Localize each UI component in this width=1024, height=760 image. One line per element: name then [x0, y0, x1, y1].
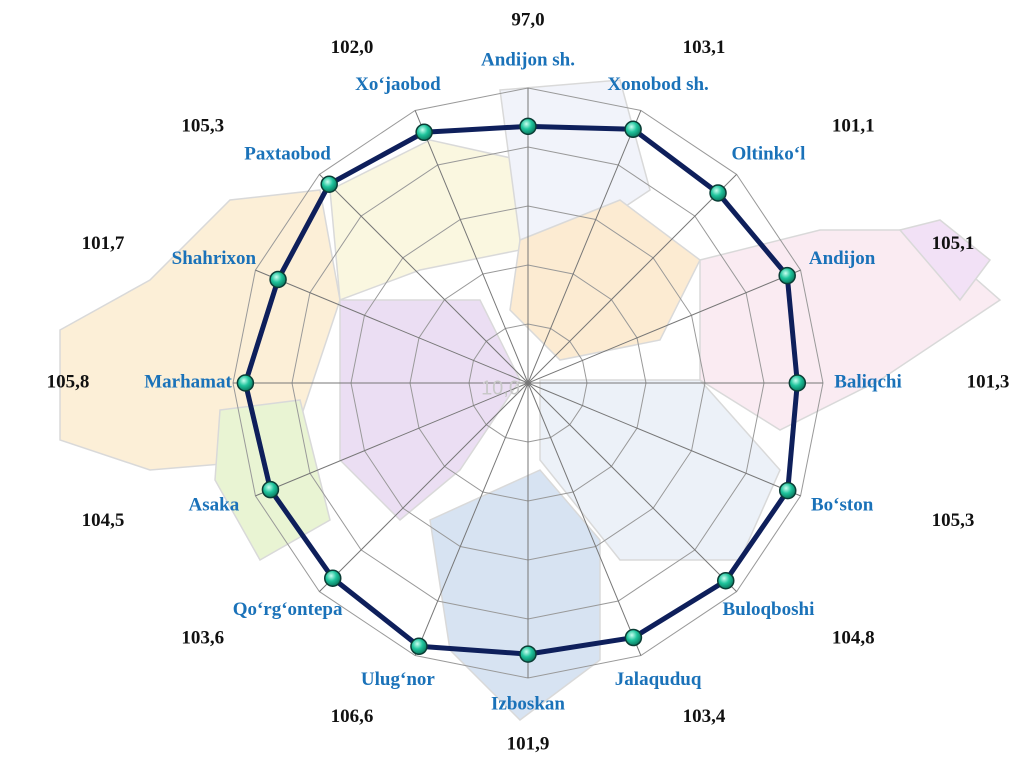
category-label: Marhamat: [144, 371, 232, 392]
value-label: 102,0: [331, 37, 374, 58]
category-label: Qo‘rg‘ontepa: [233, 599, 343, 620]
grid-spoke: [527, 382, 801, 497]
grid-spoke: [527, 174, 737, 384]
grid-spoke: [527, 269, 801, 384]
category-label: Buloqboshi: [722, 599, 814, 620]
value-label: 101,3: [967, 371, 1010, 392]
radar-grid: [232, 87, 824, 679]
category-label: Andijon: [809, 248, 876, 269]
marker: [778, 266, 796, 285]
grid-spoke: [414, 382, 529, 656]
value-label: 105,3: [932, 510, 975, 531]
category-label: Bo‘ston: [811, 495, 874, 516]
value-label: 104,5: [82, 510, 125, 531]
category-label: Jalaquduq: [615, 669, 702, 690]
marker: [410, 637, 428, 656]
grid-spoke: [527, 382, 737, 592]
grid-spoke: [319, 174, 529, 384]
marker: [788, 374, 807, 392]
category-label: Xo‘jaobod: [355, 74, 441, 95]
category-label: Xonobod sh.: [607, 74, 708, 95]
category-label: Oltinko‘l: [731, 144, 805, 165]
marker: [261, 480, 280, 499]
value-label: 103,1: [683, 37, 726, 58]
grid-spoke: [414, 110, 529, 384]
grid-spoke: [255, 269, 529, 384]
marker: [320, 175, 338, 193]
value-label: 101,7: [82, 233, 125, 254]
value-label: 103,6: [181, 627, 224, 648]
marker: [519, 645, 537, 663]
value-label: 105,8: [47, 371, 90, 392]
series: [236, 117, 807, 663]
category-label: Izboskan: [491, 693, 565, 714]
category-label: Ulug‘nor: [361, 669, 435, 690]
marker: [709, 184, 727, 202]
category-label: Asaka: [189, 495, 240, 516]
marker: [778, 481, 797, 500]
marker: [519, 117, 537, 136]
marker: [269, 270, 287, 289]
value-label: 101,9: [507, 733, 550, 754]
labels: 10,0 Andijon sh. 97,0 Xonobod sh. 103,1 Oltin…: [47, 9, 1010, 754]
value-label: 105,3: [181, 115, 224, 136]
grid-spoke: [319, 382, 529, 592]
marker: [624, 628, 643, 647]
marker: [415, 123, 433, 142]
grid-spoke: [255, 382, 529, 497]
value-label: 101,1: [832, 115, 875, 136]
grid-spoke: [527, 110, 642, 384]
value-label: 106,6: [331, 706, 374, 727]
marker: [624, 120, 642, 139]
value-label: 105,1: [932, 233, 975, 254]
marker: [716, 571, 735, 590]
background-map: [59, 79, 1002, 721]
category-label: Baliqchi: [834, 371, 902, 392]
value-label: 103,4: [683, 706, 726, 727]
marker: [236, 374, 255, 392]
marker: [324, 569, 342, 587]
value-label: 97,0: [511, 9, 544, 30]
category-label: Andijon sh.: [481, 49, 575, 70]
category-label: Paxtaobod: [244, 144, 331, 165]
r-tick-label: 10,0: [481, 377, 520, 399]
value-label: 104,8: [832, 627, 875, 648]
category-label: Shahrixon: [172, 248, 257, 269]
grid-spoke: [527, 382, 642, 656]
